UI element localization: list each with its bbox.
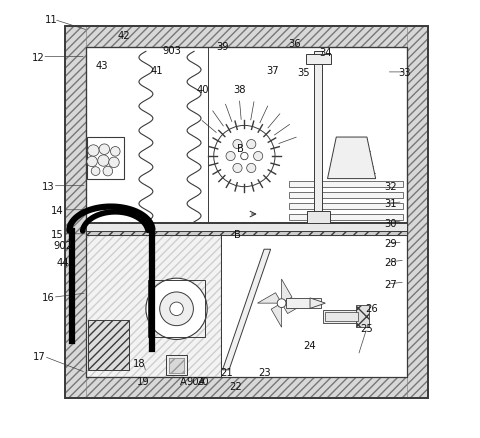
Text: 43: 43 [96, 61, 108, 71]
Text: 35: 35 [297, 68, 310, 78]
Bar [88, 321, 129, 370]
Text: 22: 22 [229, 381, 242, 391]
Circle shape [88, 145, 99, 157]
Text: 33: 33 [398, 68, 410, 78]
Bar [356, 306, 369, 328]
Bar [168, 358, 184, 373]
Circle shape [98, 155, 109, 167]
Bar [289, 182, 403, 187]
Circle shape [99, 145, 109, 155]
Text: 15: 15 [51, 229, 63, 239]
Bar [87, 138, 124, 180]
Text: 32: 32 [384, 181, 397, 191]
Text: 904: 904 [187, 376, 205, 386]
Text: 903: 903 [163, 46, 181, 56]
Bar [86, 224, 407, 232]
Circle shape [277, 299, 286, 308]
Bar [65, 377, 428, 398]
Bar [289, 193, 403, 198]
Bar [148, 281, 205, 338]
Bar [86, 223, 407, 236]
Text: 39: 39 [216, 42, 229, 52]
Circle shape [253, 152, 263, 161]
Text: 11: 11 [45, 15, 57, 25]
Circle shape [160, 292, 193, 326]
Bar [307, 212, 330, 229]
Circle shape [233, 164, 242, 173]
Text: 28: 28 [384, 258, 397, 268]
Text: 18: 18 [133, 358, 145, 368]
Bar [65, 27, 86, 398]
Circle shape [91, 167, 100, 176]
Text: 40: 40 [196, 85, 209, 95]
Text: 12: 12 [32, 53, 44, 63]
Circle shape [170, 302, 183, 316]
Bar [168, 358, 184, 373]
Bar [325, 312, 358, 321]
Bar [166, 355, 188, 375]
Circle shape [110, 147, 120, 157]
Bar [289, 226, 403, 231]
Circle shape [103, 167, 113, 177]
Text: 42: 42 [118, 31, 131, 41]
Text: 36: 36 [288, 39, 301, 49]
Text: 19: 19 [137, 376, 150, 386]
Bar [289, 215, 403, 220]
Polygon shape [282, 304, 306, 314]
Text: 27: 27 [384, 279, 397, 290]
Circle shape [226, 152, 235, 161]
Text: 16: 16 [42, 293, 55, 303]
Polygon shape [282, 279, 292, 304]
Text: 26: 26 [365, 304, 378, 314]
Text: 34: 34 [319, 48, 332, 58]
Bar [86, 236, 221, 377]
Bar [221, 236, 407, 377]
Bar [86, 48, 407, 236]
Text: 13: 13 [42, 181, 55, 191]
Text: 902: 902 [53, 240, 72, 250]
Text: 14: 14 [51, 205, 63, 215]
Text: B: B [237, 144, 243, 154]
Bar [289, 204, 403, 209]
Polygon shape [257, 293, 282, 304]
Circle shape [146, 279, 207, 340]
Text: 20: 20 [196, 376, 209, 386]
Bar [286, 298, 321, 309]
Text: 21: 21 [220, 367, 233, 377]
Circle shape [87, 157, 97, 167]
Circle shape [247, 140, 256, 149]
Polygon shape [223, 250, 271, 370]
Text: 29: 29 [384, 238, 397, 248]
Circle shape [108, 158, 119, 168]
Bar [407, 27, 428, 398]
Text: 30: 30 [385, 219, 397, 228]
Text: 17: 17 [33, 352, 46, 361]
Text: 44: 44 [57, 258, 69, 268]
Polygon shape [271, 304, 282, 328]
Text: 23: 23 [258, 367, 270, 377]
Circle shape [247, 164, 256, 173]
Bar [314, 52, 322, 231]
Text: 25: 25 [360, 323, 373, 333]
Text: 41: 41 [151, 66, 163, 75]
Bar [86, 48, 407, 377]
Bar [65, 27, 428, 48]
Text: 24: 24 [304, 341, 316, 350]
Text: 37: 37 [266, 66, 279, 75]
Bar [65, 27, 428, 398]
Bar [86, 48, 208, 236]
Text: B: B [234, 229, 241, 239]
Polygon shape [327, 138, 376, 179]
Bar [323, 310, 360, 323]
Text: A: A [180, 376, 187, 386]
Circle shape [214, 126, 275, 187]
Text: 38: 38 [234, 85, 246, 95]
Circle shape [233, 140, 242, 149]
Text: 31: 31 [384, 199, 397, 209]
Circle shape [240, 153, 248, 160]
Bar [86, 236, 221, 377]
Bar [306, 54, 331, 65]
Polygon shape [310, 298, 325, 309]
